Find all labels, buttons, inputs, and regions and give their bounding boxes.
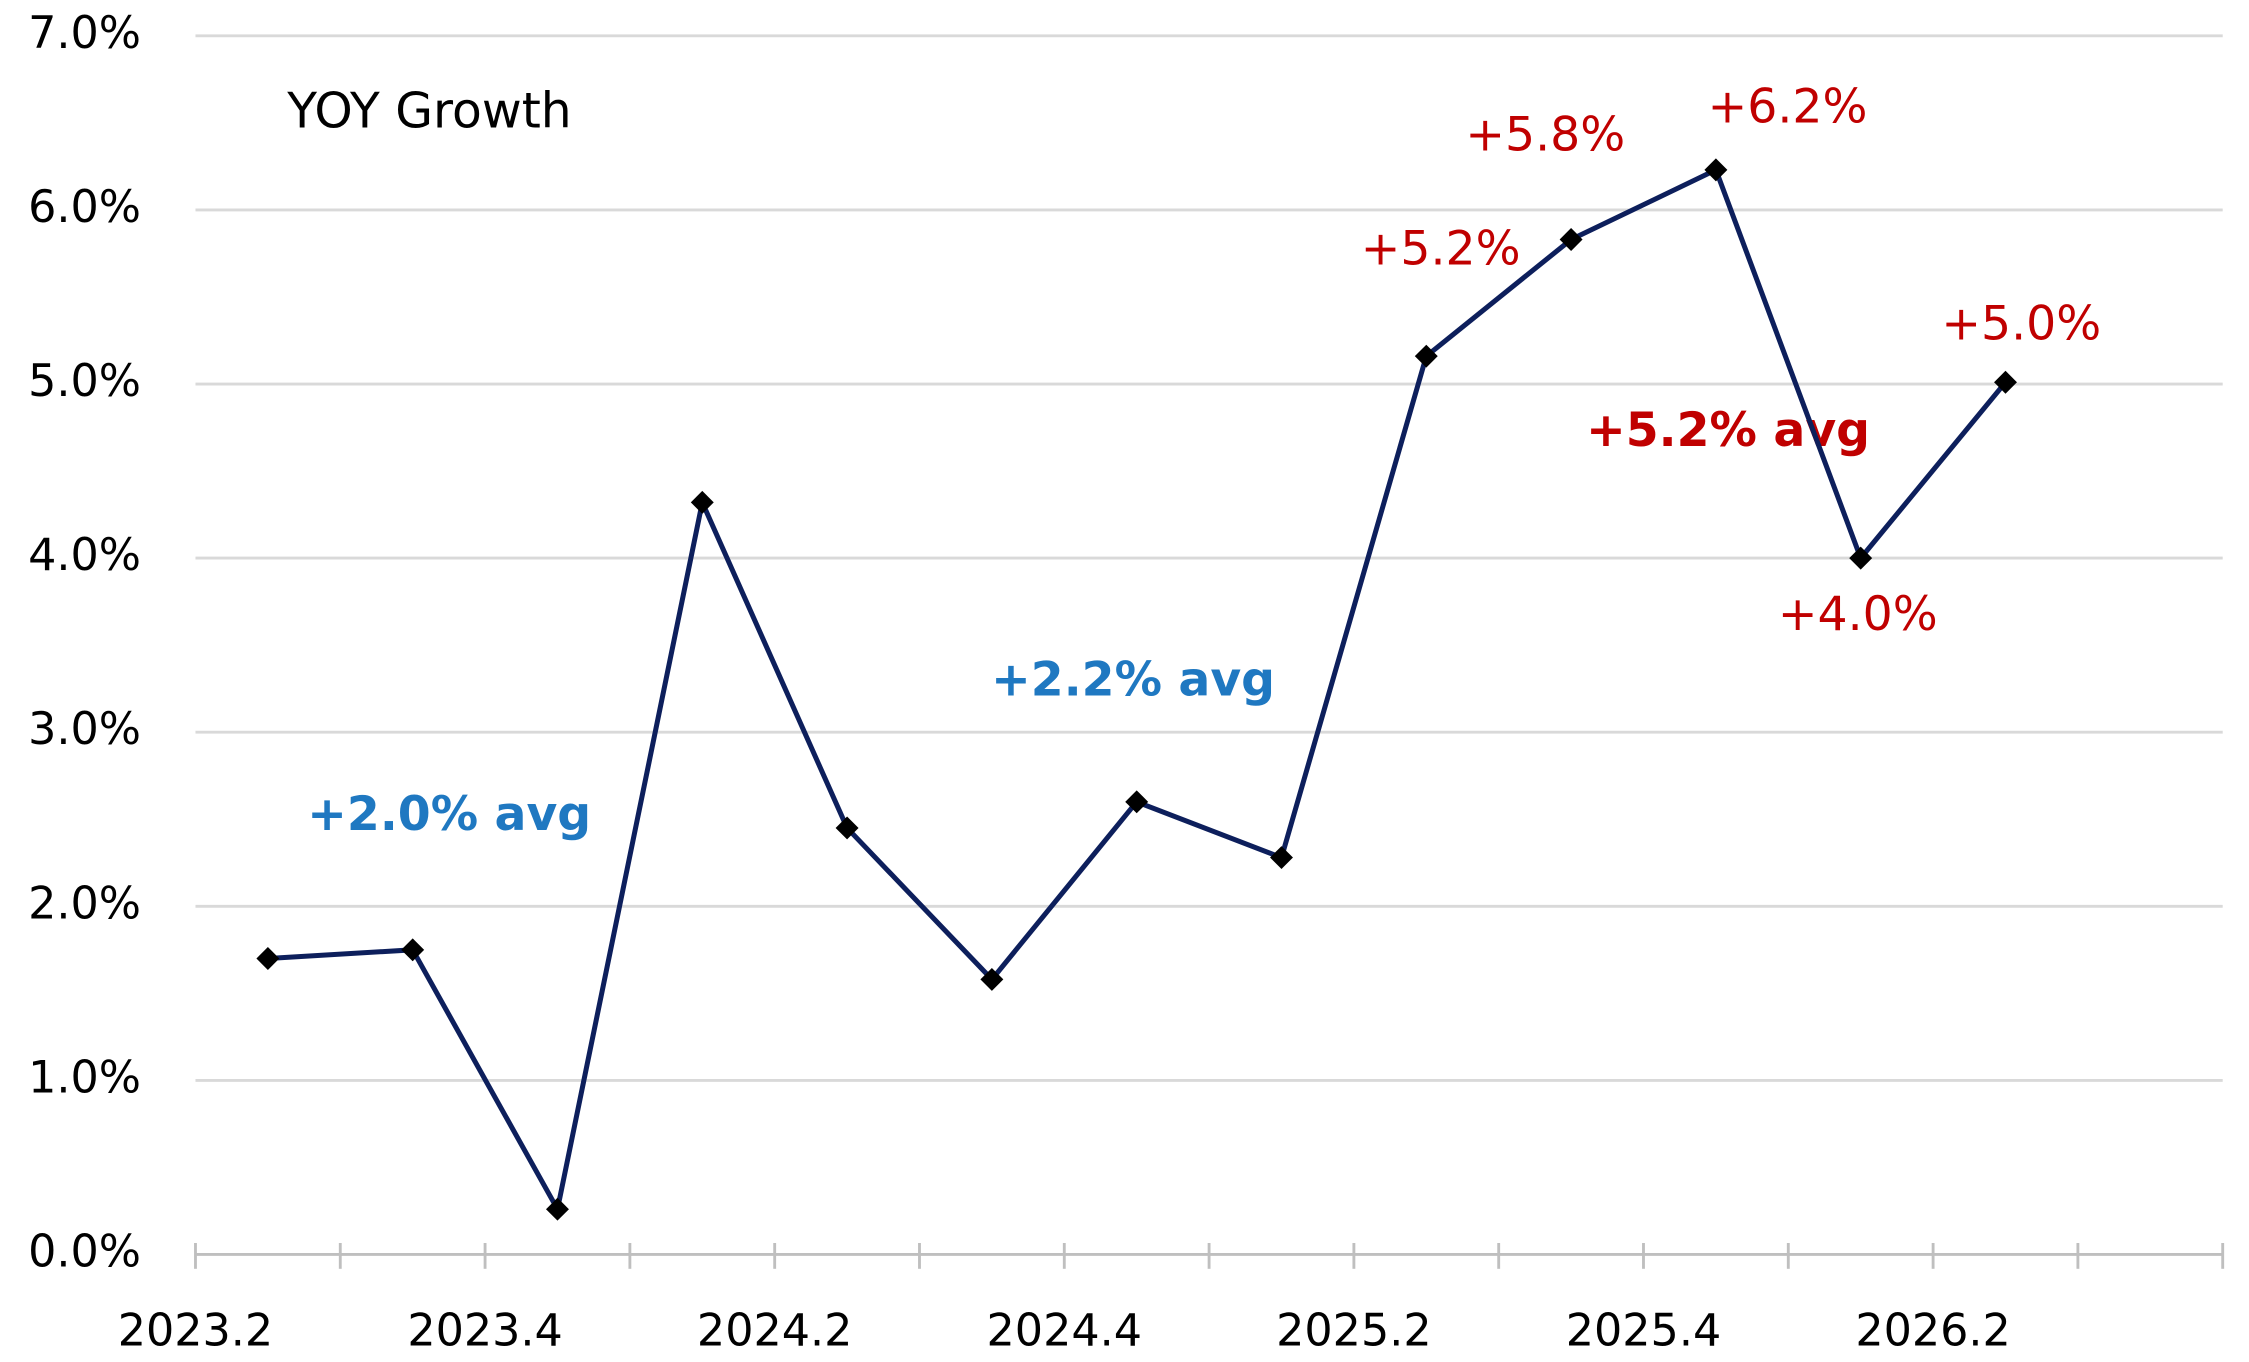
marker — [1704, 158, 1728, 182]
y-tick-label: 7.0% — [28, 8, 141, 59]
marker — [835, 816, 859, 840]
x-tick-label: 2024.4 — [987, 1305, 1143, 1356]
marker — [1414, 344, 1438, 368]
y-tick-label: 1.0% — [28, 1052, 141, 1103]
marker — [690, 490, 714, 514]
annotation: +2.0% avg — [307, 787, 591, 842]
data-label: +5.8% — [1465, 108, 1625, 163]
marker — [401, 938, 425, 962]
y-tick-label: 6.0% — [28, 182, 141, 233]
y-tick-label: 4.0% — [28, 530, 141, 581]
data-label: +5.0% — [1941, 296, 2101, 351]
annotation: YOY Growth — [286, 84, 571, 140]
x-tick-label: 2023.4 — [407, 1305, 562, 1356]
marker — [1994, 370, 2017, 394]
x-tick-label: 2023.2 — [118, 1305, 274, 1356]
y-tick-label: 2.0% — [28, 878, 141, 929]
y-tick-label: 5.0% — [28, 356, 141, 407]
y-tick-label: 0.0% — [28, 1226, 141, 1277]
marker — [980, 967, 1004, 991]
annotation: +2.2% avg — [991, 652, 1275, 707]
x-tick-label: 2024.2 — [697, 1305, 853, 1356]
x-tick-label: 2025.4 — [1566, 1305, 1721, 1356]
y-tick-label: 3.0% — [28, 704, 141, 755]
data-label: +4.0% — [1778, 587, 1938, 642]
marker — [256, 947, 280, 970]
data-label: +5.2% — [1361, 222, 1521, 277]
x-tick-label: 2025.2 — [1276, 1305, 1432, 1356]
marker — [546, 1197, 569, 1221]
marker — [1270, 846, 1293, 870]
annotation: +5.2% avg — [1586, 403, 1870, 458]
marker — [1559, 228, 1583, 251]
data-label: +6.2% — [1708, 80, 1868, 135]
x-tick-label: 2026.2 — [1855, 1305, 2011, 1356]
marker — [1849, 546, 1873, 570]
marker — [1125, 790, 1149, 814]
